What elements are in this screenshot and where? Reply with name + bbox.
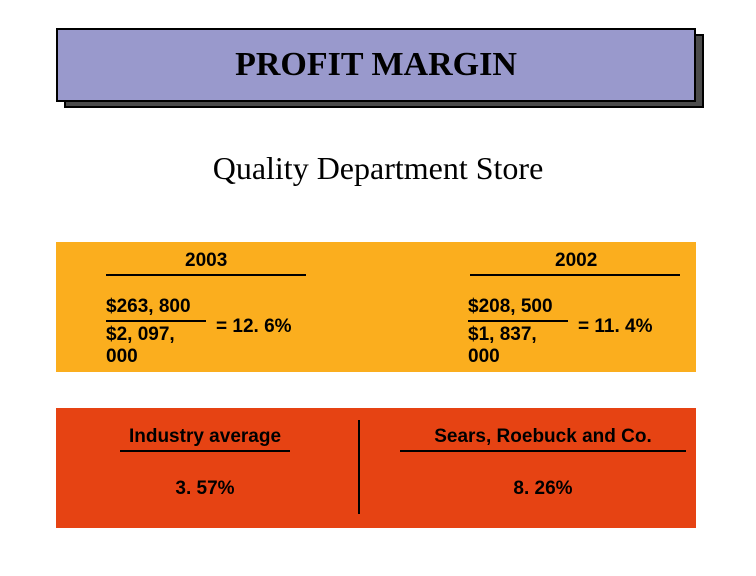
numerator-right: $208, 500 — [468, 296, 568, 318]
year-label-right: 2002 — [555, 250, 597, 272]
comparison-underline-left — [120, 450, 290, 452]
vertical-divider — [358, 420, 360, 514]
year-underline-right — [470, 274, 680, 276]
fraction-line-left — [106, 320, 206, 322]
title-box: PROFIT MARGIN — [56, 28, 696, 102]
comparison-label-left: Industry average — [110, 426, 300, 448]
numerator-left: $263, 800 — [106, 296, 206, 318]
fraction-line-right — [468, 320, 568, 322]
denominator-right: $1, 837, 000 — [468, 324, 568, 368]
comparison-value-right: 8. 26% — [398, 478, 688, 500]
slide-container: PROFIT MARGIN Quality Department Store 2… — [0, 0, 756, 576]
denominator-left: $2, 097, 000 — [106, 324, 206, 368]
year-label-left: 2003 — [185, 250, 227, 272]
comparison-value-left: 3. 57% — [110, 478, 300, 500]
result-right: = 11. 4% — [578, 316, 652, 338]
ratio-right: $208, 500 $1, 837, 000 = 11. 4% — [468, 296, 568, 368]
ratio-left: $263, 800 $2, 097, 000 = 12. 6% — [106, 296, 206, 368]
slide-title: PROFIT MARGIN — [235, 46, 517, 84]
comparison-underline-right — [400, 450, 686, 452]
result-left: = 12. 6% — [216, 316, 292, 338]
slide-subtitle: Quality Department Store — [0, 150, 756, 187]
comparison-label-right: Sears, Roebuck and Co. — [398, 426, 688, 448]
year-underline-left — [106, 274, 306, 276]
